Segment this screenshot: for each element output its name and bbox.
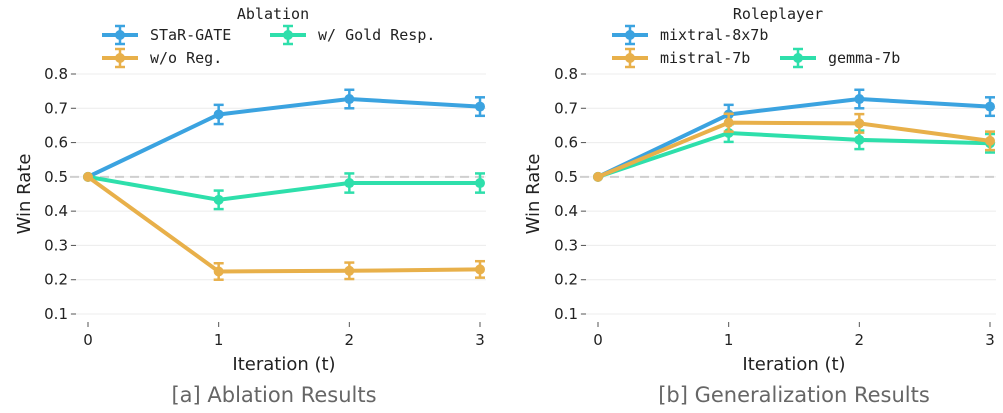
y-axis-label: Win Rate	[14, 154, 35, 235]
legend-entry: gemma-7b	[780, 47, 900, 69]
series-line-2	[596, 130, 992, 179]
y-tick-label: 0.3	[554, 236, 578, 254]
legend-label: mixtral-8x7b	[660, 26, 768, 44]
panel-caption: [a] Ablation Results	[171, 383, 376, 407]
data-point	[213, 266, 224, 277]
y-tick-label: 0.3	[44, 236, 68, 254]
y-tick-label: 0.8	[44, 65, 68, 83]
panel-caption: [b] Generalization Results	[658, 383, 930, 407]
x-tick-label: 1	[214, 331, 224, 349]
y-tick-label: 0.5	[44, 168, 68, 186]
x-axis-label: Iteration (t)	[742, 354, 845, 375]
data-point	[854, 118, 865, 129]
y-tick-label: 0.8	[554, 65, 578, 83]
y-tick-label: 0.1	[44, 305, 68, 323]
legend-title: Roleplayer	[733, 5, 823, 23]
data-point	[723, 117, 734, 128]
y-tick-label: 0.4	[554, 202, 578, 220]
legend-label: STaR-GATE	[150, 26, 231, 44]
legend-swatch-point	[115, 53, 125, 63]
x-tick-label: 2	[345, 331, 355, 349]
x-tick-label: 2	[855, 331, 865, 349]
legend-swatch-point	[115, 30, 125, 40]
x-tick-label: 3	[475, 331, 485, 349]
data-point	[475, 264, 485, 275]
y-tick-label: 0.1	[554, 305, 578, 323]
data-point	[985, 101, 995, 112]
series-line-3	[86, 174, 482, 274]
y-tick-label: 0.7	[44, 99, 68, 117]
series-line-3	[596, 120, 992, 179]
data-point	[475, 178, 485, 189]
x-tick-label: 0	[593, 331, 603, 349]
y-tick-label: 0.6	[44, 134, 68, 152]
legend-label: w/ Gold Resp.	[318, 26, 435, 44]
data-point	[475, 101, 485, 112]
legend-entry: mistral-7b	[612, 47, 750, 69]
series-line-2	[86, 174, 482, 202]
chart-panel-1: 0.1 0.2 0.3 0.4 0.5 0.6 0.7 0.8 0 1 2 3 Iteration (t…	[14, 5, 486, 407]
data-point	[344, 265, 355, 276]
data-point	[985, 135, 995, 146]
series-line-1	[596, 97, 992, 179]
legend-title: Ablation	[237, 5, 309, 23]
legend-label: w/o Reg.	[150, 49, 222, 67]
data-point	[854, 134, 865, 145]
x-axis-label: Iteration (t)	[232, 354, 335, 375]
data-point	[593, 171, 603, 182]
y-tick-label: 0.2	[44, 271, 68, 289]
data-point	[344, 178, 355, 189]
legend-swatch-point	[625, 53, 635, 63]
legend-swatch-point	[283, 30, 293, 40]
series-line-1	[86, 97, 482, 179]
chart-panel-2: 0.1 0.2 0.3 0.4 0.5 0.6 0.7 0.8 0 1 2 3 Iteration (t…	[523, 5, 996, 407]
y-tick-label: 0.5	[554, 168, 578, 186]
legend-swatch-point	[625, 30, 635, 40]
y-axis-label: Win Rate	[523, 154, 544, 235]
legend-swatch-point	[793, 53, 803, 63]
data-point	[213, 194, 224, 205]
data-point	[344, 94, 355, 105]
legend-entry: mixtral-8x7b	[612, 24, 768, 46]
y-tick-label: 0.7	[554, 99, 578, 117]
x-tick-label: 3	[985, 331, 995, 349]
y-tick-label: 0.2	[554, 271, 578, 289]
data-point	[83, 171, 93, 182]
legend-label: gemma-7b	[828, 49, 900, 67]
legend-label: mistral-7b	[660, 49, 750, 67]
data-point	[854, 94, 865, 105]
x-tick-label: 0	[83, 331, 93, 349]
y-tick-label: 0.4	[44, 202, 68, 220]
y-tick-label: 0.6	[554, 134, 578, 152]
x-tick-label: 1	[724, 331, 734, 349]
legend-entry: w/ Gold Resp.	[270, 24, 435, 46]
legend-entry: w/o Reg.	[102, 47, 222, 69]
data-point	[213, 109, 224, 120]
legend-entry: STaR-GATE	[102, 24, 231, 46]
